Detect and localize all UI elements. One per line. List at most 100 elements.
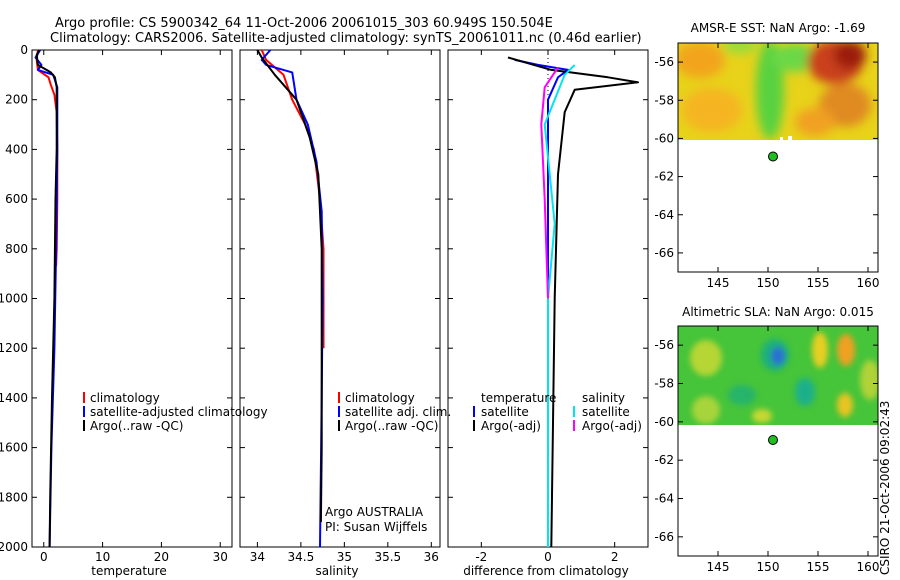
x-tick-label: 34 — [250, 550, 265, 564]
map-y-tick-label: -58 — [654, 93, 674, 107]
sla-map-ticks: 145 150 155 160 -56 -58 -60 -62 -64 -66 — [654, 326, 879, 574]
sla-high-patch — [837, 393, 853, 417]
map-y-tick-label: -66 — [654, 246, 674, 260]
map-y-tick-label: -66 — [654, 530, 674, 544]
map-y-tick-label: -62 — [654, 453, 674, 467]
sst-missing-strip — [788, 136, 792, 140]
y-tick-label: 1400 — [0, 391, 28, 405]
sst-heatmap — [678, 43, 878, 140]
x-tick-label: 20 — [154, 550, 169, 564]
salinity-axes — [239, 49, 441, 548]
y-tick-label: 2000 — [0, 540, 28, 554]
sst-cold-tongue — [771, 44, 819, 72]
x-tick-label: 30 — [213, 550, 228, 564]
y-tick-label: 1600 — [0, 441, 28, 455]
sla-high-patch — [752, 409, 772, 423]
difference-legend: temperature salinity satellite Argo(-adj… — [473, 391, 642, 433]
sla-map-title: Altimetric SLA: NaN Argo: 0.015 — [682, 305, 874, 319]
sla-high-patch — [690, 340, 722, 376]
series-line-argo-raw-qc- — [256, 49, 323, 523]
figure-title-line2: Climatology: CARS2006. Satellite-adjuste… — [50, 31, 642, 46]
series-line-argo-raw-qc- — [35, 49, 58, 548]
legend-label-satellite-adjusted: satellite-adjusted climatology — [90, 405, 268, 419]
y-tick-label: 600 — [5, 192, 28, 206]
map-y-tick-label: -58 — [654, 377, 674, 391]
temperature-legend: climatology satellite-adjusted climatolo… — [83, 391, 268, 433]
argo-program-label: Argo AUSTRALIA — [325, 505, 424, 519]
y-tick-label: 1800 — [0, 490, 28, 504]
map-x-tick-label: 150 — [757, 276, 780, 290]
x-tick-label: -2 — [475, 550, 487, 564]
sst-cold-patch — [722, 43, 758, 54]
y-tick-label: 800 — [5, 242, 28, 256]
sla-heatmap — [678, 326, 878, 425]
temperature-plot: 0 10 20 30 0 200 400 600 800 1000 1200 1400 1600 1800… — [0, 43, 232, 564]
sla-low-core — [771, 347, 785, 365]
sst-warm-patch — [678, 43, 725, 78]
x-tick-label: 35 — [337, 550, 352, 564]
map-y-tick-label: -62 — [654, 170, 674, 184]
y-tick-label: 400 — [5, 142, 28, 156]
difference-plot: -2 0 2 — [448, 49, 648, 564]
sla-high-patch — [812, 332, 828, 368]
sla-high-patch — [837, 334, 855, 366]
sst-warm-patch — [682, 88, 742, 132]
legend-label-sal-argo: Argo(-adj) — [582, 419, 642, 433]
sst-hot-core — [834, 43, 866, 69]
series-line-salinity-argo-adj- — [540, 66, 559, 299]
x-tick-label: 34.5 — [288, 550, 315, 564]
temperature-xlabel: temperature — [91, 564, 166, 578]
map-x-tick-label: 145 — [707, 276, 730, 290]
legend-label-argo: Argo(..raw -QC) — [90, 419, 183, 433]
sst-map-axes — [677, 42, 879, 273]
map-x-tick-label: 145 — [707, 560, 730, 574]
series-line-satellite-adj-clim- — [260, 49, 324, 548]
map-y-tick-label: -60 — [654, 415, 674, 429]
x-tick-label: 35.5 — [374, 550, 401, 564]
series-line-temperature-argo-adj- — [507, 56, 639, 548]
y-tick-label: 1000 — [0, 292, 28, 306]
salinity-xlabel: salinity — [315, 564, 358, 578]
series-line-salinity-satellite — [543, 64, 576, 547]
difference-xlabel: difference from climatology — [463, 564, 629, 578]
sst-missing-strip — [780, 137, 783, 140]
map-x-tick-label: 160 — [857, 276, 880, 290]
map-y-tick-label: -64 — [654, 208, 674, 222]
csiro-credit: CSIRO 21-Oct-2006 09:02:43 — [878, 401, 892, 575]
map-y-tick-label: -56 — [654, 55, 674, 69]
sla-low-patch — [795, 378, 815, 406]
sla-high-patch — [860, 360, 878, 400]
sst-warm-patch — [795, 108, 835, 136]
map-y-tick-label: -60 — [654, 131, 674, 145]
x-tick-label: 10 — [95, 550, 110, 564]
legend-label-climatology: climatology — [90, 391, 160, 405]
legend-label-temp-argo: Argo(-adj) — [481, 419, 541, 433]
temperature-axes — [31, 49, 233, 548]
legend-label-argo: Argo(..raw -QC) — [345, 419, 438, 433]
y-tick-label: 1200 — [0, 341, 28, 355]
x-tick-label: 0 — [40, 550, 48, 564]
sla-high-patch — [692, 396, 720, 424]
map-x-tick-label: 150 — [757, 560, 780, 574]
sla-low-patch — [728, 385, 756, 405]
salinity-plot: 34 34.5 35 35.5 36 — [240, 49, 440, 564]
legend-label-satellite-adj: satellite adj. clim. — [345, 405, 451, 419]
map-x-tick-label: 155 — [807, 276, 830, 290]
legend-title-temperature: temperature — [481, 391, 556, 405]
legend-label-sal-satellite: satellite — [582, 405, 630, 419]
y-tick-label: 0 — [20, 43, 28, 57]
salinity-legend: climatology satellite adj. clim. Argo(..… — [338, 391, 451, 433]
sst-map-title: AMSR-E SST: NaN Argo: -1.69 — [691, 21, 866, 35]
map-x-tick-label: 155 — [807, 560, 830, 574]
sla-map-axes — [677, 325, 879, 557]
sst-argo-position-marker — [768, 151, 778, 162]
x-tick-label: 0 — [544, 550, 552, 564]
sla-argo-position-marker — [768, 435, 778, 445]
map-x-tick-label: 160 — [857, 560, 880, 574]
map-y-tick-label: -56 — [654, 338, 674, 352]
pi-label: PI: Susan Wijffels — [325, 520, 427, 534]
legend-label-temp-satellite: satellite — [481, 405, 529, 419]
sst-map-ticks: 145 150 155 160 -56 -58 -60 -62 -64 -66 — [654, 43, 879, 290]
x-tick-label: 36 — [424, 550, 439, 564]
